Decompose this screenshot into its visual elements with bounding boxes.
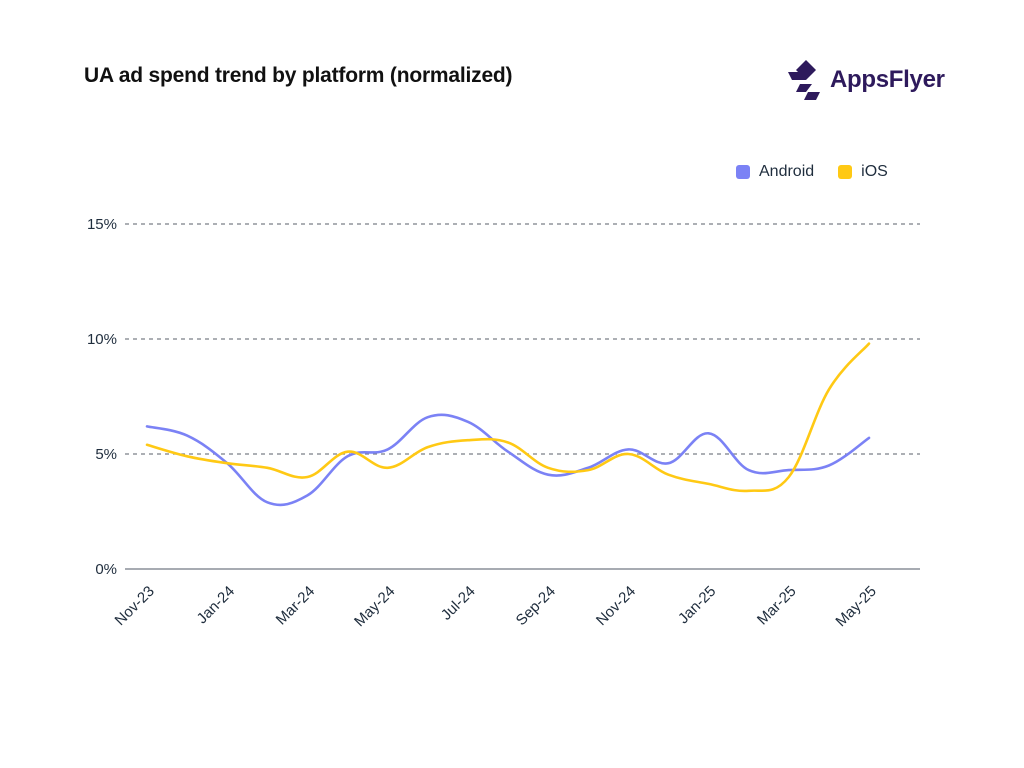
x-tick-label: Sep-24 <box>513 583 559 629</box>
legend-label-ios: iOS <box>861 163 888 180</box>
legend-swatch-ios <box>838 165 853 179</box>
y-tick-label: 5% <box>95 446 117 463</box>
x-tick-label: Jan-24 <box>194 583 238 627</box>
x-tick-label: Jul-24 <box>438 583 479 624</box>
legend-swatch-android <box>736 165 750 179</box>
brand-name: AppsFlyer <box>830 66 945 93</box>
y-tick-label: 0% <box>95 561 117 578</box>
series-line-android <box>145 413 871 507</box>
series-lines <box>145 342 871 507</box>
x-tick-label: Nov-24 <box>593 583 639 629</box>
series-line-ios <box>145 342 871 493</box>
legend-item-android: Android <box>736 163 814 181</box>
grid-lines <box>125 223 920 570</box>
x-tick-label: May-25 <box>832 583 879 630</box>
legend-label-android: Android <box>759 163 815 180</box>
chart-legend: Android iOS <box>736 163 912 181</box>
x-tick-label: Jan-25 <box>675 583 719 627</box>
chart-title: UA ad spend trend by platform (normalize… <box>84 64 513 87</box>
x-tick-label: Mar-25 <box>754 583 800 629</box>
x-tick-label: Mar-24 <box>273 583 319 629</box>
x-tick-label: Nov-23 <box>112 583 158 629</box>
y-axis-ticks: 0% 5% 10% 15% <box>87 216 117 578</box>
brand-logo: AppsFlyer <box>786 58 945 102</box>
appsflyer-logo-icon <box>788 60 820 100</box>
legend-item-ios: iOS <box>838 163 888 181</box>
y-tick-label: 10% <box>87 331 117 348</box>
y-tick-label: 15% <box>87 216 117 233</box>
x-tick-label: May-24 <box>351 583 398 630</box>
x-axis-ticks: Nov-23 Jan-24 Mar-24 May-24 Jul-24 Sep-24 Nov-… <box>112 583 880 630</box>
